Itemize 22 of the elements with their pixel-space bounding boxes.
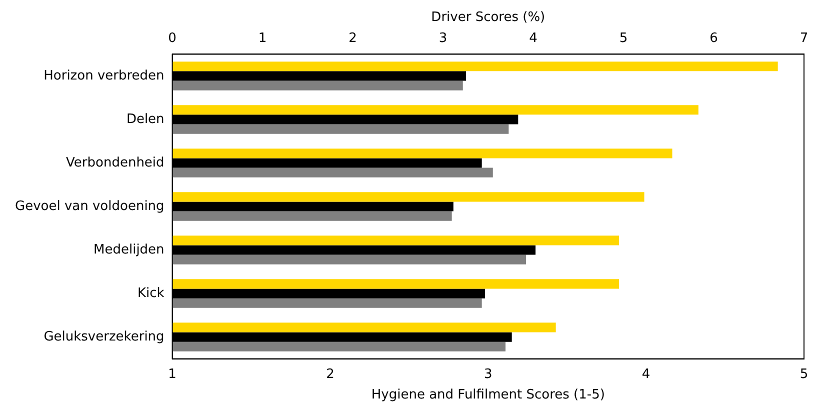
y-tick-label: Kick — [137, 286, 165, 301]
y-tick-label: Geluksverzekering — [44, 329, 164, 344]
x-tick-label: 3 — [484, 366, 492, 382]
x-tick-label: 5 — [800, 366, 808, 382]
x2-tick-label: 6 — [710, 30, 718, 46]
x-axis-title: Hygiene and Fulfilment Scores (1-5) — [371, 388, 605, 403]
y-tick-label: Delen — [126, 112, 164, 127]
y-tick-label: Medelijden — [94, 242, 164, 258]
y-tick-label: Gevoel van voldoening — [15, 198, 164, 214]
x2-tick-label: 4 — [529, 30, 538, 46]
x2-tick-label: 2 — [348, 30, 357, 46]
y-tick-label: Horizon verbreden — [44, 68, 164, 84]
y-tick-label: Verbondenheid — [66, 155, 164, 170]
x2-tick-label: 5 — [619, 30, 628, 46]
x-tick-label: 2 — [326, 366, 334, 382]
x2-tick-label: 0 — [168, 30, 176, 46]
x2-tick-label: 1 — [258, 30, 267, 46]
x-tick-label: 4 — [642, 366, 650, 382]
x2-axis-title: Driver Scores (%) — [431, 10, 546, 26]
x-tick-label: 1 — [168, 366, 176, 382]
x2-tick-label: 7 — [800, 30, 808, 46]
x2-tick-label: 3 — [438, 30, 448, 46]
